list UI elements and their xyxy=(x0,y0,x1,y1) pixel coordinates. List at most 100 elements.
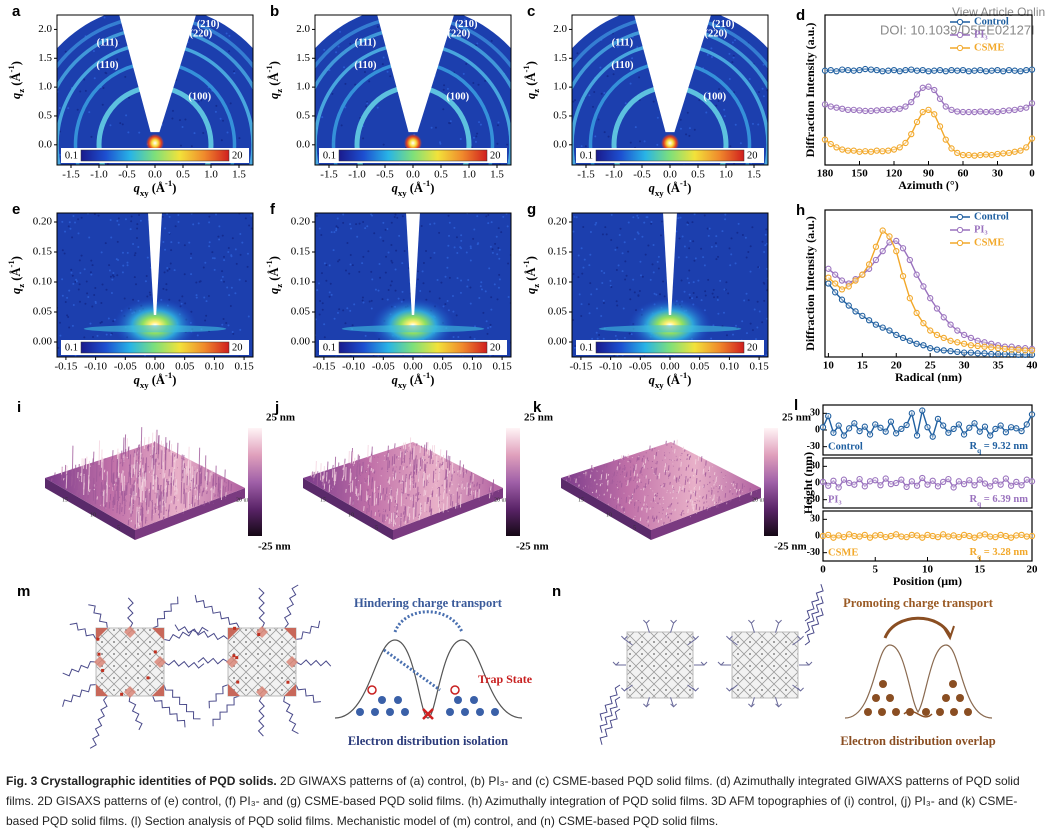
noise xyxy=(344,82,347,85)
afm-spike xyxy=(423,463,426,472)
afm-spike xyxy=(193,502,196,507)
afm-spike xyxy=(690,494,692,500)
afm-spike xyxy=(98,440,101,466)
afm-spike xyxy=(669,519,672,522)
noise xyxy=(77,232,80,235)
noise xyxy=(700,247,703,250)
noise xyxy=(394,208,396,210)
data-point xyxy=(931,111,938,118)
noise xyxy=(761,87,764,90)
label-part: -1 xyxy=(423,370,430,380)
noise xyxy=(386,70,389,73)
afm-spike xyxy=(692,507,695,512)
data-point xyxy=(885,147,892,154)
afm-spike xyxy=(404,506,407,516)
noise xyxy=(260,143,262,145)
colorbar-min: 0.1 xyxy=(65,342,78,353)
afm-spike xyxy=(622,507,624,510)
noise xyxy=(751,329,754,332)
data-point xyxy=(908,531,915,539)
noise xyxy=(370,299,373,302)
afm-side xyxy=(303,478,393,540)
data-point xyxy=(954,108,961,115)
data-point xyxy=(851,532,858,540)
x-tick-label: -1.5 xyxy=(62,169,80,181)
caption-title: Fig. 3 Crystallographic identities of PQ… xyxy=(6,774,277,788)
noise xyxy=(228,294,231,297)
data-point xyxy=(839,146,846,153)
data-point xyxy=(994,345,1002,352)
noise xyxy=(473,337,476,340)
afm-spike xyxy=(387,457,389,471)
afm-spike xyxy=(599,483,602,487)
afm-spike xyxy=(168,469,170,477)
afm-spike xyxy=(127,446,130,460)
afm-spike xyxy=(413,459,415,473)
noise xyxy=(634,126,637,129)
afm-spike xyxy=(422,472,425,487)
data-point xyxy=(873,66,880,74)
noise xyxy=(756,300,759,303)
x-tick-label: 0.5 xyxy=(176,169,190,181)
noise xyxy=(593,91,596,94)
x-tick-label: -0.5 xyxy=(633,169,651,181)
afm-spike xyxy=(352,499,355,506)
noise xyxy=(349,254,352,257)
noise xyxy=(124,75,127,78)
x-tick-label: -1.0 xyxy=(605,169,623,181)
data-point xyxy=(833,144,840,151)
afm-spike xyxy=(387,453,389,457)
afm-spike xyxy=(387,479,390,484)
noise xyxy=(688,281,691,284)
label-part: z xyxy=(274,284,284,288)
ligand xyxy=(295,659,332,667)
colorbar-min: 0.1 xyxy=(580,342,593,353)
legend-label: Control xyxy=(974,211,1009,222)
x-tick-label: 0.10 xyxy=(463,361,483,373)
noise xyxy=(259,200,261,202)
data-point xyxy=(982,108,990,116)
afm-spike xyxy=(423,444,426,457)
noise xyxy=(425,204,427,206)
afm-spike xyxy=(607,479,609,486)
ring-label: (210) xyxy=(455,19,478,30)
afm-spike xyxy=(631,456,633,459)
x-tick-label: 0.15 xyxy=(492,361,512,373)
noise xyxy=(376,106,379,109)
noise xyxy=(694,257,697,260)
afm-spike xyxy=(711,498,714,502)
noise xyxy=(389,75,392,78)
panel-label: c xyxy=(527,3,535,20)
y-tick-label: 0 xyxy=(815,424,820,435)
noise xyxy=(238,137,241,140)
afm-spike xyxy=(125,485,127,496)
noise xyxy=(64,230,67,233)
afm-spike xyxy=(678,479,680,481)
afm-spike xyxy=(685,499,688,503)
afm-spike xyxy=(158,435,160,455)
afm-colorbar xyxy=(764,428,778,536)
data-point xyxy=(934,415,942,423)
afm-spike xyxy=(104,504,107,509)
noise xyxy=(573,346,576,349)
afm-spike xyxy=(181,476,184,479)
afm-spike xyxy=(408,474,411,480)
noise xyxy=(592,105,595,108)
afm-spike xyxy=(616,472,618,474)
afm-spike xyxy=(414,482,417,488)
view-article-link[interactable]: View Article Onlin xyxy=(952,5,1045,19)
data-point xyxy=(965,151,972,159)
short-ligand xyxy=(621,635,633,646)
noise xyxy=(638,191,640,193)
data-point xyxy=(882,428,889,435)
data-point xyxy=(893,430,900,437)
afm-spike xyxy=(367,488,369,492)
afm-spike xyxy=(458,485,461,487)
data-point xyxy=(981,531,989,538)
noise xyxy=(717,312,720,315)
noise xyxy=(317,282,320,285)
afm-spike xyxy=(640,488,642,491)
noise xyxy=(613,354,616,357)
noise xyxy=(651,263,654,266)
afm-spike xyxy=(449,482,451,488)
